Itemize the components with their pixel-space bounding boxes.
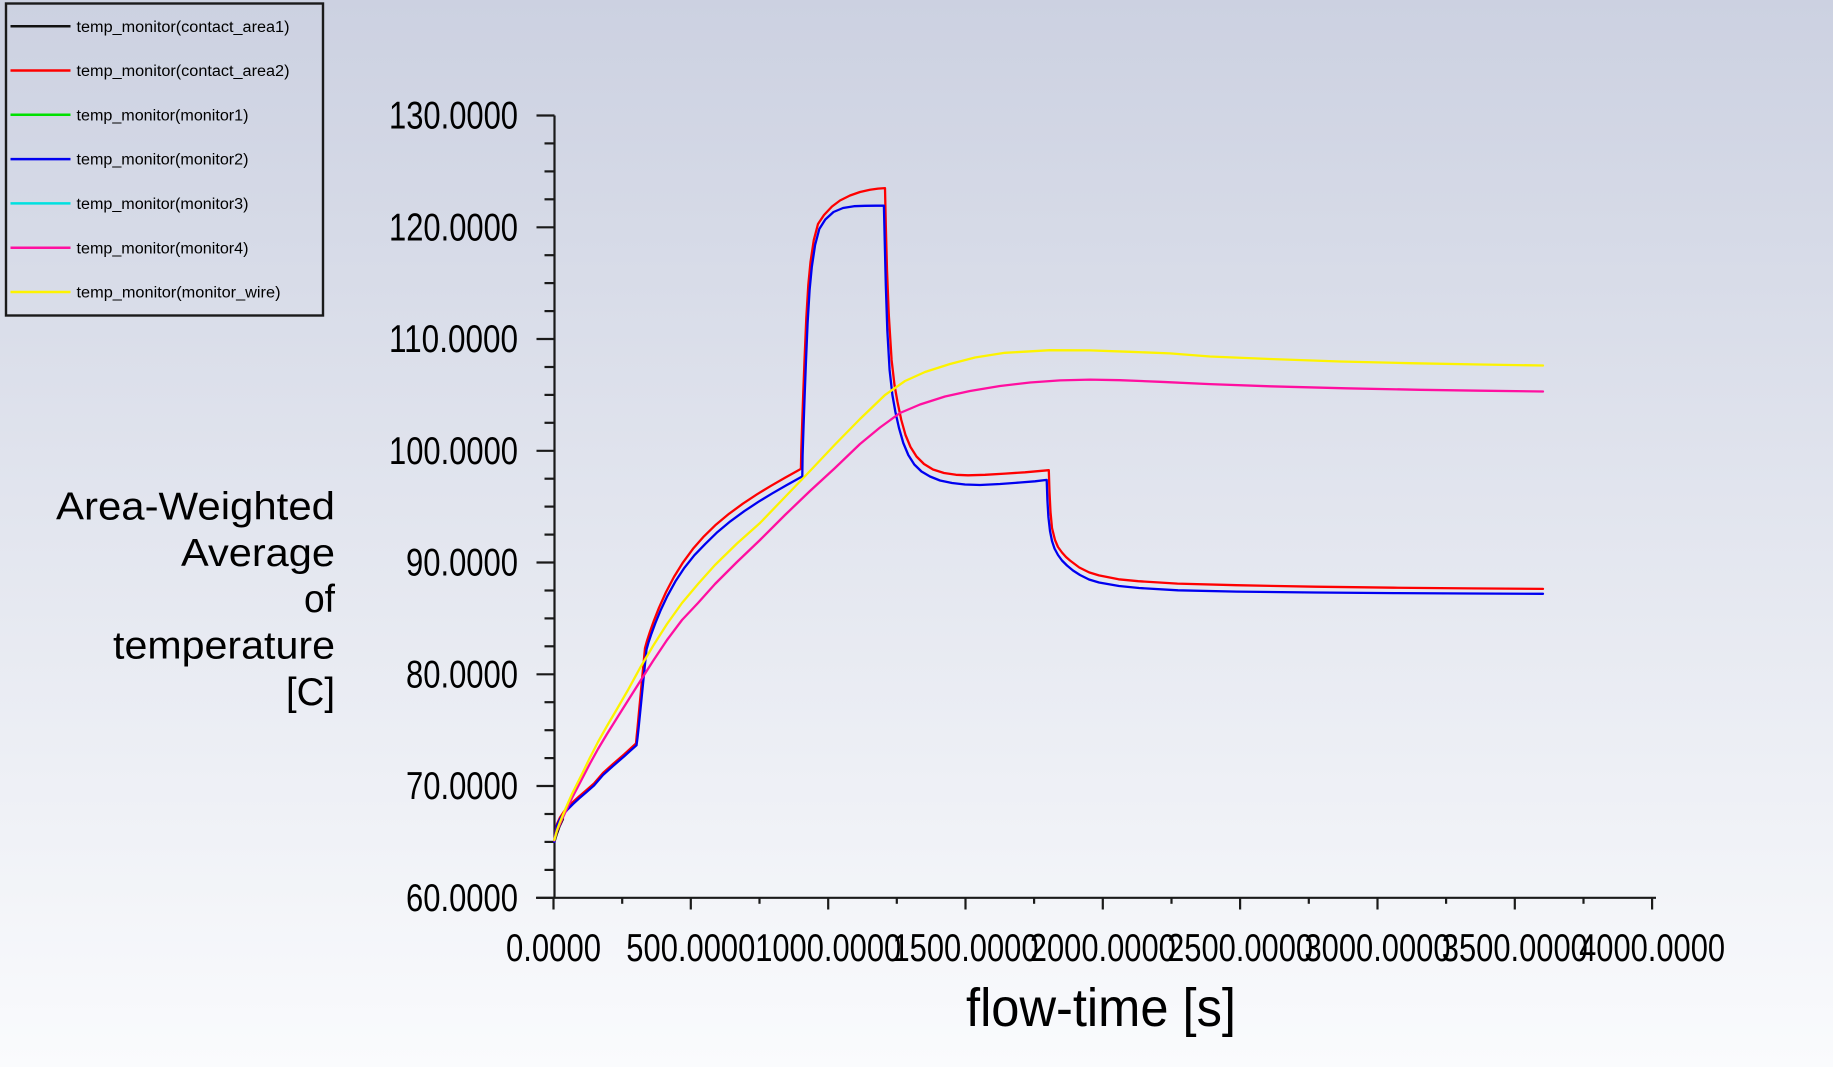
svg-text:temp_monitor(monitor_wire): temp_monitor(monitor_wire) bbox=[77, 285, 281, 302]
svg-text:500.0000: 500.0000 bbox=[626, 927, 755, 970]
svg-text:temp_monitor(monitor3): temp_monitor(monitor3) bbox=[77, 196, 249, 213]
svg-text:60.0000: 60.0000 bbox=[406, 877, 518, 920]
svg-text:110.0000: 110.0000 bbox=[389, 318, 518, 361]
svg-text:flow-time [s]: flow-time [s] bbox=[966, 978, 1236, 1038]
svg-text:[C]: [C] bbox=[286, 671, 335, 714]
svg-text:1000.0000: 1000.0000 bbox=[755, 927, 901, 970]
svg-text:70.0000: 70.0000 bbox=[406, 765, 518, 808]
svg-text:temp_monitor(monitor4): temp_monitor(monitor4) bbox=[77, 240, 249, 257]
svg-text:2500.0000: 2500.0000 bbox=[1167, 927, 1313, 970]
svg-text:120.0000: 120.0000 bbox=[389, 207, 518, 250]
svg-text:130.0000: 130.0000 bbox=[389, 95, 518, 138]
svg-text:of: of bbox=[304, 578, 335, 621]
svg-text:3000.0000: 3000.0000 bbox=[1305, 927, 1451, 970]
svg-text:3500.0000: 3500.0000 bbox=[1442, 927, 1588, 970]
svg-text:temp_monitor(monitor2): temp_monitor(monitor2) bbox=[77, 152, 249, 169]
svg-text:Average: Average bbox=[181, 532, 335, 575]
svg-text:4000.0000: 4000.0000 bbox=[1579, 927, 1725, 970]
svg-text:Area-Weighted: Area-Weighted bbox=[56, 486, 335, 529]
svg-text:0.0000: 0.0000 bbox=[506, 927, 601, 970]
svg-text:temp_monitor(contact_area2): temp_monitor(contact_area2) bbox=[77, 63, 290, 80]
svg-text:1500.0000: 1500.0000 bbox=[893, 927, 1039, 970]
svg-text:temperature: temperature bbox=[113, 625, 335, 668]
svg-text:100.0000: 100.0000 bbox=[389, 430, 518, 473]
svg-text:temp_monitor(contact_area1): temp_monitor(contact_area1) bbox=[77, 19, 290, 36]
svg-text:90.0000: 90.0000 bbox=[406, 542, 518, 585]
svg-text:2000.0000: 2000.0000 bbox=[1030, 927, 1176, 970]
svg-text:80.0000: 80.0000 bbox=[406, 654, 518, 697]
svg-text:temp_monitor(monitor1): temp_monitor(monitor1) bbox=[77, 107, 249, 124]
